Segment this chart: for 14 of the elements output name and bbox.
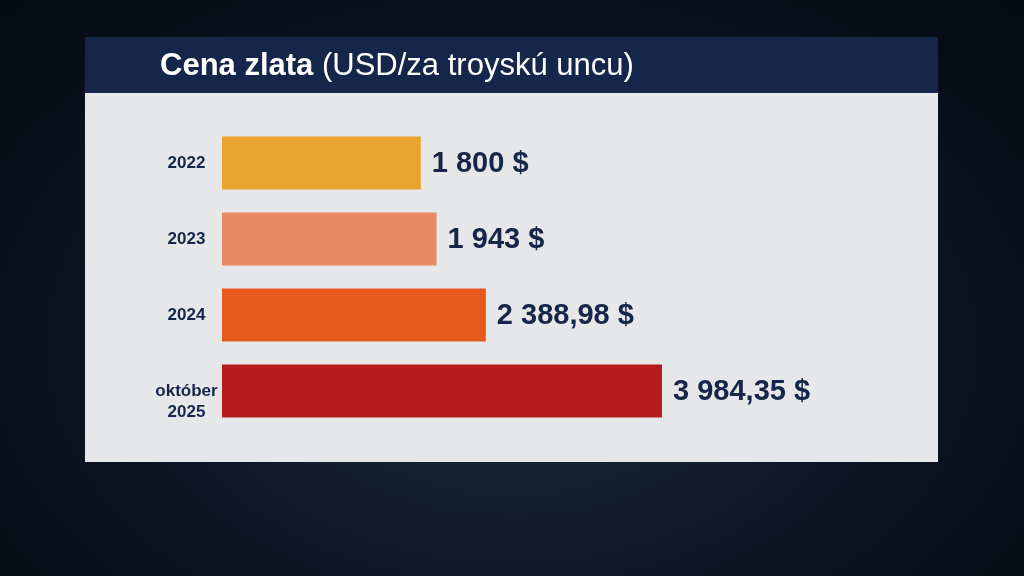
- y-tick-label: október 2025: [155, 381, 219, 421]
- data-label: 3 984,35 $: [673, 374, 811, 406]
- y-tick-label: 2022: [167, 153, 206, 172]
- y-tick-label: 2024: [167, 305, 206, 324]
- data-label: 1 943 $: [447, 222, 545, 254]
- data-label: 1 800 $: [431, 146, 529, 178]
- bar: [222, 364, 662, 418]
- y-tick-label: 2023: [167, 229, 206, 248]
- chart-subtitle: (USD/za troyskú uncu): [321, 47, 634, 82]
- data-label: 2 388,98 $: [496, 298, 634, 330]
- bar: [222, 212, 437, 266]
- bar: [222, 136, 421, 190]
- bar: [222, 288, 486, 342]
- chart-title: Cena zlata: [160, 47, 314, 82]
